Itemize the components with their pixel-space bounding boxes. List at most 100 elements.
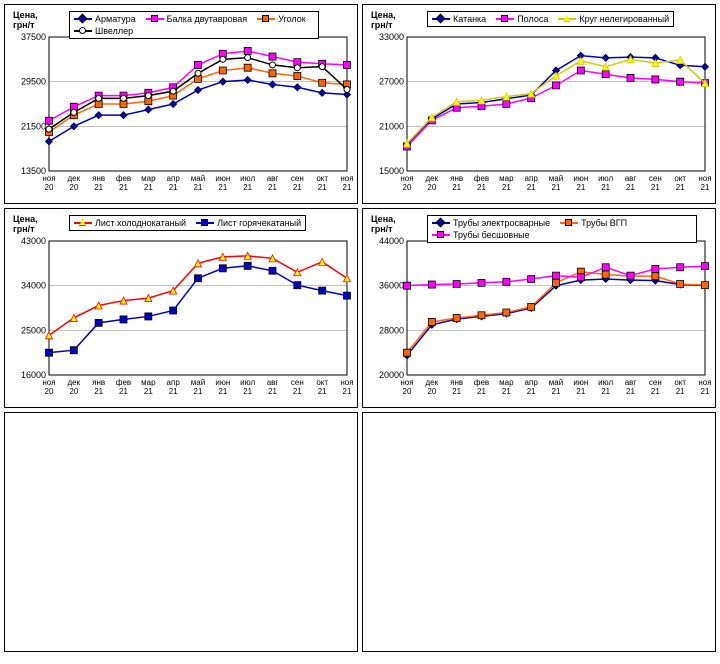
svg-text:20: 20: [69, 183, 78, 192]
svg-text:21: 21: [119, 387, 128, 396]
svg-text:янв: янв: [92, 378, 105, 387]
svg-text:21: 21: [268, 387, 277, 396]
svg-text:фев: фев: [116, 174, 131, 183]
svg-text:21: 21: [343, 387, 352, 396]
legend-item: Трубы бесшовные: [432, 230, 530, 240]
svg-text:20: 20: [403, 387, 412, 396]
svg-text:апр: апр: [525, 378, 539, 387]
svg-text:21: 21: [601, 387, 610, 396]
legend-item: Трубы электросварные: [432, 218, 550, 228]
svg-text:21: 21: [527, 387, 536, 396]
legend-item: Балка двутавровая: [146, 14, 248, 24]
svg-text:21: 21: [452, 387, 461, 396]
svg-text:21: 21: [293, 183, 302, 192]
svg-text:21: 21: [194, 387, 203, 396]
svg-text:21: 21: [651, 183, 660, 192]
svg-text:33000: 33000: [379, 32, 404, 42]
svg-text:апр: апр: [167, 174, 181, 183]
svg-text:21: 21: [144, 183, 153, 192]
legend-item: Швеллер: [74, 26, 133, 36]
svg-text:20: 20: [69, 387, 78, 396]
svg-text:21: 21: [676, 183, 685, 192]
svg-text:21: 21: [601, 183, 610, 192]
legend-label: Уголок: [278, 14, 306, 24]
svg-text:21: 21: [318, 183, 327, 192]
svg-text:мар: мар: [499, 378, 514, 387]
svg-text:21: 21: [94, 183, 103, 192]
svg-text:29500: 29500: [21, 77, 46, 87]
svg-text:дек: дек: [68, 174, 81, 183]
svg-text:фев: фев: [474, 174, 489, 183]
svg-text:36000: 36000: [379, 281, 404, 291]
svg-text:сен: сен: [649, 378, 662, 387]
svg-text:дек: дек: [426, 378, 439, 387]
legend-label: Катанка: [453, 14, 486, 24]
legend-item: Полоса: [496, 14, 548, 24]
svg-text:апр: апр: [525, 174, 539, 183]
svg-text:фев: фев: [116, 378, 131, 387]
svg-text:21: 21: [94, 387, 103, 396]
svg-text:авг: авг: [625, 378, 637, 387]
svg-text:окт: окт: [674, 174, 686, 183]
svg-text:27000: 27000: [379, 77, 404, 87]
svg-text:21: 21: [477, 387, 486, 396]
svg-text:21: 21: [268, 183, 277, 192]
svg-text:июл: июл: [240, 378, 255, 387]
svg-text:окт: окт: [674, 378, 686, 387]
legend-label: Круг нелегированный: [579, 14, 669, 24]
chart-legend: АрматураБалка двутавроваяУголокШвеллер: [69, 11, 319, 39]
svg-text:авг: авг: [267, 174, 279, 183]
svg-text:21: 21: [119, 183, 128, 192]
svg-text:окт: окт: [316, 174, 328, 183]
chart-panel-2: Цена,грн/т Катанка Полоса Круг нелегированн…: [362, 4, 716, 204]
chart-legend: Трубы электросварные Трубы ВГП Трубы бесшо…: [427, 215, 697, 243]
svg-text:21: 21: [343, 183, 352, 192]
svg-text:21000: 21000: [379, 121, 404, 131]
svg-text:21: 21: [318, 387, 327, 396]
legend-item: Катанка: [432, 14, 486, 24]
svg-text:сен: сен: [291, 378, 304, 387]
y-axis-label: Цена,грн/т: [371, 11, 396, 31]
svg-text:21: 21: [527, 183, 536, 192]
svg-text:20: 20: [45, 387, 54, 396]
svg-text:21: 21: [144, 387, 153, 396]
svg-text:дек: дек: [68, 378, 81, 387]
svg-text:фев: фев: [474, 378, 489, 387]
svg-text:37500: 37500: [21, 32, 46, 42]
svg-text:21: 21: [194, 183, 203, 192]
legend-item: Круг нелегированный: [558, 14, 669, 24]
svg-text:июн: июн: [215, 378, 230, 387]
svg-text:ноя: ноя: [698, 174, 711, 183]
legend-label: Лист холоднокатаный: [95, 218, 186, 228]
legend-label: Балка двутавровая: [167, 14, 248, 24]
legend-item: Лист горячекатаный: [196, 218, 301, 228]
svg-text:окт: окт: [316, 378, 328, 387]
svg-text:ноя: ноя: [340, 174, 353, 183]
svg-text:28000: 28000: [379, 325, 404, 335]
legend-label: Лист горячекатаный: [217, 218, 301, 228]
legend-label: Полоса: [517, 14, 548, 24]
svg-text:21: 21: [243, 387, 252, 396]
svg-text:дек: дек: [426, 174, 439, 183]
svg-text:43000: 43000: [21, 236, 46, 246]
svg-text:21: 21: [243, 183, 252, 192]
svg-text:21: 21: [169, 387, 178, 396]
svg-text:май: май: [191, 174, 205, 183]
svg-text:янв: янв: [450, 174, 463, 183]
svg-text:мар: мар: [499, 174, 514, 183]
legend-label: Швеллер: [95, 26, 133, 36]
chart-panel-1: Цена,грн/тАрматураБалка двутавроваяУголо…: [4, 4, 358, 204]
svg-text:21: 21: [452, 183, 461, 192]
svg-text:июл: июл: [598, 174, 613, 183]
svg-text:июл: июл: [598, 378, 613, 387]
svg-text:21: 21: [626, 183, 635, 192]
svg-text:21: 21: [218, 183, 227, 192]
svg-text:21: 21: [651, 387, 660, 396]
svg-text:20: 20: [403, 183, 412, 192]
legend-label: Трубы ВГП: [581, 218, 627, 228]
svg-text:21: 21: [477, 183, 486, 192]
svg-text:апр: апр: [167, 378, 181, 387]
svg-text:20: 20: [427, 183, 436, 192]
svg-text:21: 21: [576, 387, 585, 396]
svg-text:ноя: ноя: [42, 378, 55, 387]
